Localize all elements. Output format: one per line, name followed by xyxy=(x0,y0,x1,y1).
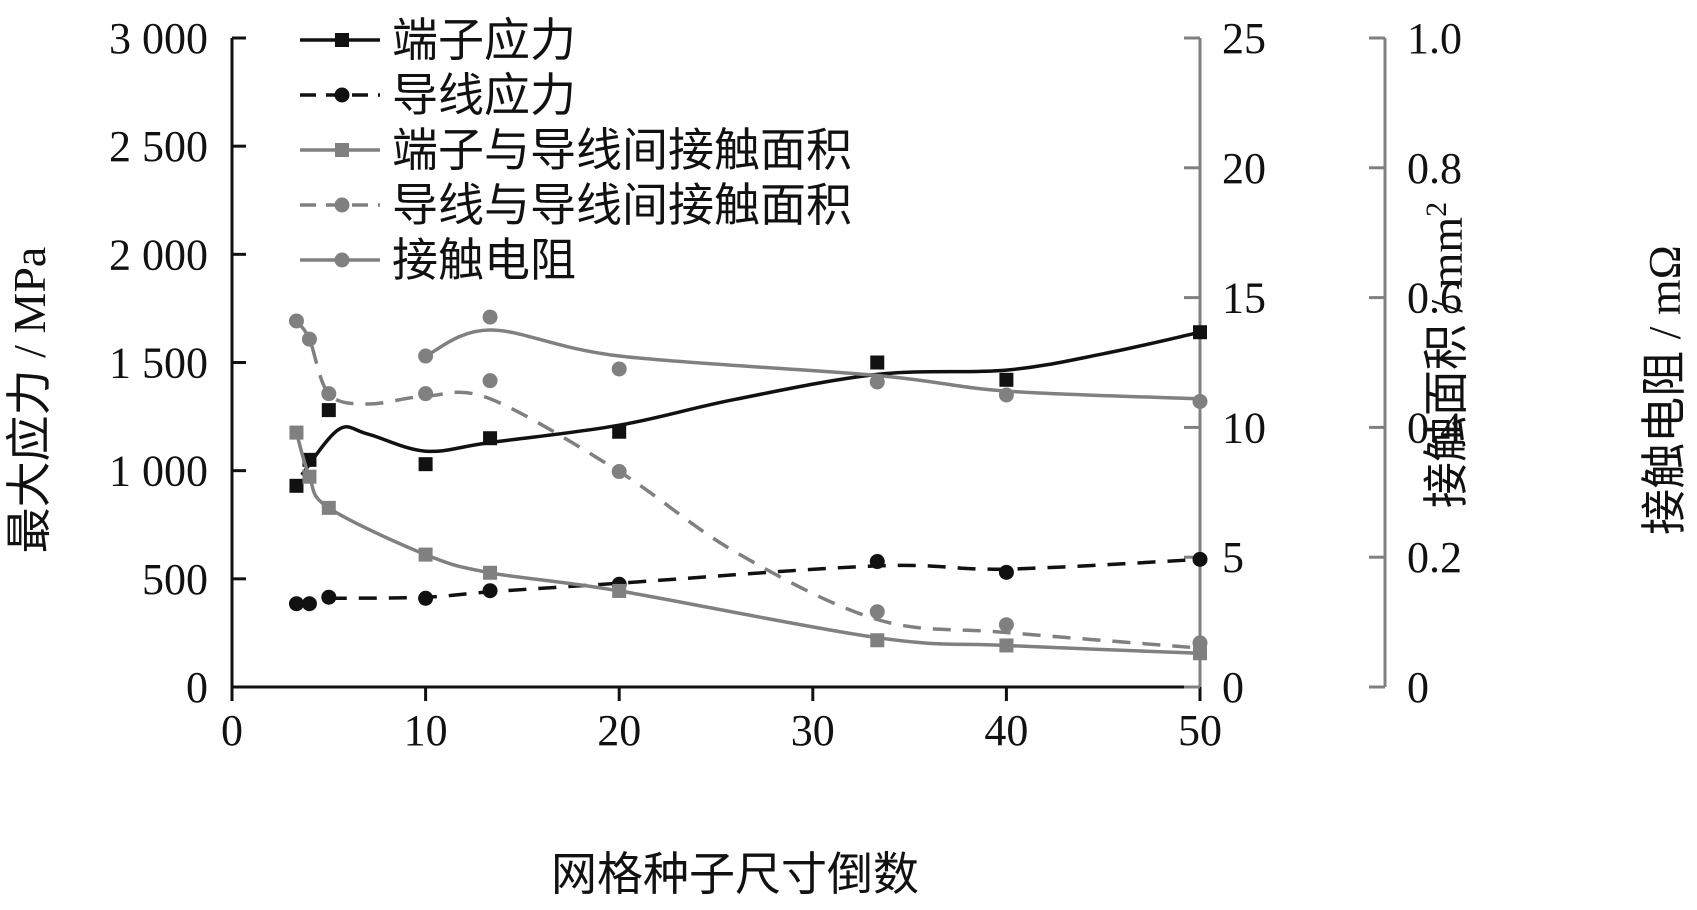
area-tick-label: 5 xyxy=(1222,533,1244,582)
stress-tick-label: 1 500 xyxy=(109,339,208,388)
data-point xyxy=(1192,551,1208,567)
legend-marker xyxy=(334,87,350,103)
data-point xyxy=(288,313,304,329)
data-point xyxy=(998,387,1014,403)
data-point xyxy=(289,425,304,440)
series-4 xyxy=(288,313,1208,651)
legend-marker xyxy=(334,252,350,268)
data-point xyxy=(1192,393,1208,409)
series-line xyxy=(424,328,1201,401)
legend-marker xyxy=(335,33,349,47)
legend-label: 导线与导线间接触面积 xyxy=(392,180,852,231)
data-point xyxy=(998,617,1014,633)
x-tick-label: 40 xyxy=(984,706,1028,755)
area-axis-title-main: 接触面积 / mm xyxy=(1421,217,1472,509)
legend-label: 接触电阻 xyxy=(392,235,576,286)
data-point xyxy=(321,589,337,605)
data-point xyxy=(869,374,885,390)
legend-label: 导线应力 xyxy=(392,70,576,121)
data-point xyxy=(418,386,434,402)
stress-tick-label: 1 000 xyxy=(109,447,208,496)
stress-tick-label: 500 xyxy=(142,555,208,604)
area-axis-title-sup: 2 xyxy=(1420,202,1453,217)
data-point xyxy=(612,424,627,439)
resistance-axis-title: 接触电阻 / mΩ xyxy=(1639,245,1690,535)
data-point xyxy=(1193,325,1207,340)
series-line xyxy=(300,330,1201,477)
data-point xyxy=(612,583,627,598)
data-point xyxy=(418,547,433,562)
legend-marker xyxy=(334,197,350,213)
x-axis-title: 网格种子尺寸倒数 xyxy=(551,849,919,900)
series-3 xyxy=(289,425,1207,661)
series-1 xyxy=(289,325,1207,493)
data-point xyxy=(483,565,498,580)
legend-entry-3: 端子与导线间接触面积 xyxy=(300,125,852,176)
x-tick-label: 20 xyxy=(597,706,641,755)
data-point xyxy=(288,596,304,612)
stress-tick-label: 2 000 xyxy=(109,230,208,279)
data-point xyxy=(1192,635,1208,651)
data-point xyxy=(482,309,498,325)
stress-tick-label: 0 xyxy=(186,663,208,712)
data-point xyxy=(289,478,304,493)
legend-entry-4: 导线与导线间接触面积 xyxy=(300,180,852,231)
data-point xyxy=(482,373,498,389)
series-5 xyxy=(418,309,1208,409)
legend-entry-2: 导线应力 xyxy=(300,70,576,121)
data-point xyxy=(870,633,885,648)
x-tick-label: 30 xyxy=(791,706,835,755)
legend-label: 端子与导线间接触面积 xyxy=(392,125,852,176)
data-point xyxy=(418,457,433,472)
data-point xyxy=(869,604,885,620)
resistance-tick-label: 0.4 xyxy=(1407,403,1462,452)
stress-tick-label: 2 500 xyxy=(109,122,208,171)
data-point xyxy=(870,355,885,370)
series-line xyxy=(295,319,1201,650)
data-point xyxy=(321,403,336,418)
resistance-tick-label: 0.8 xyxy=(1407,144,1462,193)
data-point xyxy=(302,469,317,484)
x-tick-label: 0 xyxy=(221,706,243,755)
area-axis-title: 接触面积 / mm2 xyxy=(1420,202,1473,508)
resistance-tick-label: 0.2 xyxy=(1407,533,1462,582)
resistance-tick-label: 1.0 xyxy=(1407,14,1462,63)
stress-axis-title: 最大应力 / MPa xyxy=(4,247,55,554)
x-tick-label: 10 xyxy=(404,706,448,755)
data-point xyxy=(998,564,1014,580)
legend-entry-1: 端子应力 xyxy=(300,15,576,66)
data-point xyxy=(418,348,434,364)
resistance-tick-label: 0 xyxy=(1407,663,1429,712)
area-tick-label: 20 xyxy=(1222,144,1266,193)
stress-tick-label: 3 000 xyxy=(109,14,208,63)
area-tick-label: 15 xyxy=(1222,274,1266,323)
data-point xyxy=(482,583,498,599)
resistance-tick-label: 0.6 xyxy=(1407,274,1462,323)
data-point xyxy=(301,596,317,612)
legend-marker xyxy=(335,143,349,157)
data-point xyxy=(611,361,627,377)
legend-label: 端子应力 xyxy=(392,15,576,66)
data-point xyxy=(869,554,885,570)
area-tick-label: 10 xyxy=(1222,403,1266,452)
data-point xyxy=(483,431,498,446)
area-tick-label: 25 xyxy=(1222,14,1266,63)
data-point xyxy=(418,590,434,606)
data-point xyxy=(611,464,627,480)
area-tick-label: 0 xyxy=(1222,663,1244,712)
x-tick-label: 50 xyxy=(1178,706,1222,755)
data-point xyxy=(999,638,1014,653)
data-point xyxy=(1193,646,1207,661)
legend-entry-5: 接触电阻 xyxy=(300,235,576,286)
data-point xyxy=(999,372,1014,387)
series-line xyxy=(328,557,1201,601)
data-point xyxy=(301,331,317,347)
data-point xyxy=(321,500,336,515)
data-point xyxy=(321,386,337,402)
series-layer xyxy=(288,309,1208,661)
